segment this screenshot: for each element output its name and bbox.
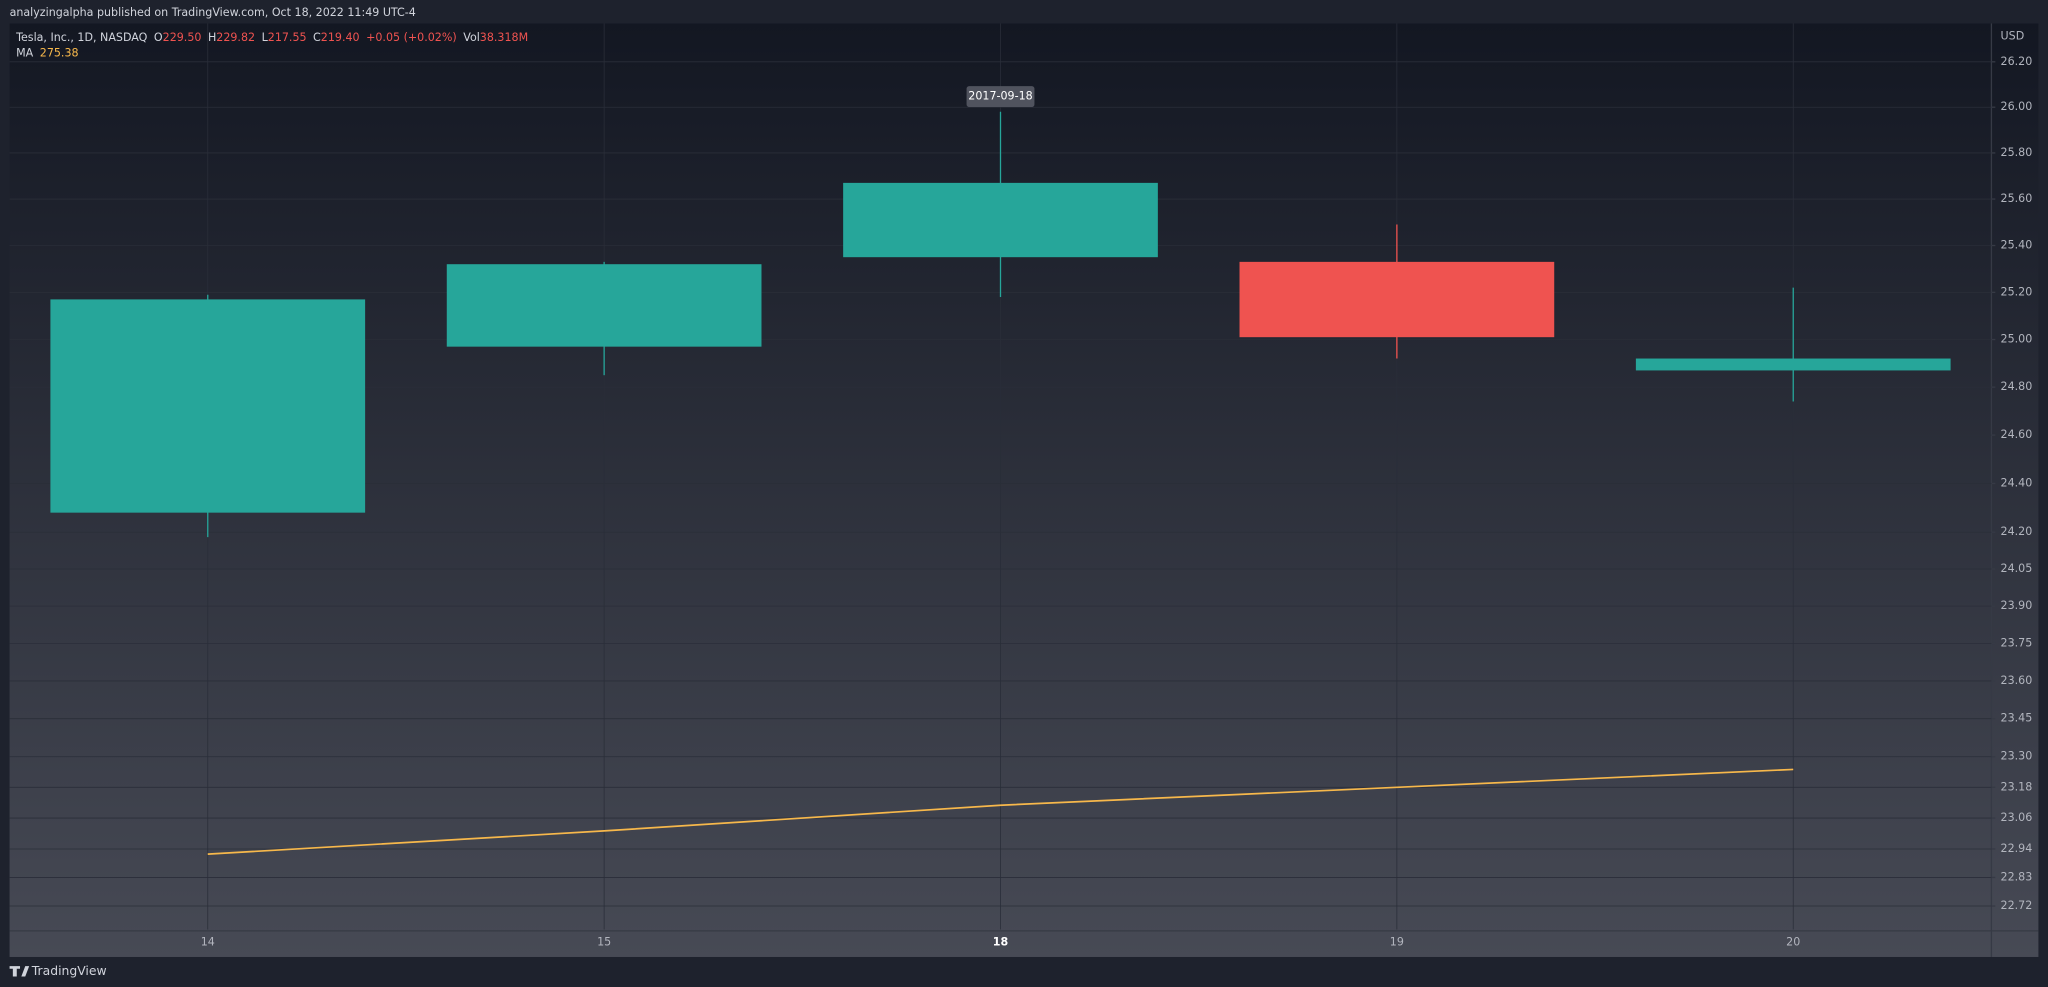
y-tick-label: 23.60: [2001, 674, 2033, 687]
y-tick-label: 24.05: [2001, 562, 2033, 575]
y-tick-label: 24.40: [2001, 476, 2033, 489]
y-tick-label: 22.94: [2001, 842, 2033, 855]
y-tick-label: 23.75: [2001, 636, 2033, 649]
candle-body: [446, 264, 762, 347]
x-tick-label: 14: [201, 936, 215, 949]
y-tick-label: 26.20: [2001, 55, 2033, 68]
h-label: H: [208, 31, 216, 44]
h-value: 229.82: [216, 31, 255, 44]
x-tick-label: 18: [993, 936, 1009, 949]
y-tick-label: 23.30: [2001, 750, 2033, 763]
candle-body: [1239, 261, 1555, 338]
ma-label: MA: [16, 47, 34, 60]
y-tick-label: 23.18: [2001, 780, 2033, 793]
ma-line: [207, 768, 1794, 855]
logo-mark: [9, 966, 30, 977]
change: +0.05 (+0.02%): [366, 31, 457, 44]
candle-body: [843, 182, 1158, 258]
plot: [50, 111, 1951, 855]
l-label: L: [262, 31, 269, 44]
x-tick-label: 15: [597, 936, 611, 949]
y-tick-label: 22.72: [2001, 899, 2033, 912]
c-label: C: [313, 31, 321, 44]
y-tick-label: 26.00: [2001, 100, 2033, 113]
crosshair-label-box: [966, 86, 1035, 108]
y-tick-label: 25.20: [2001, 285, 2033, 298]
ma-value: 275.38: [40, 47, 79, 60]
x-tick-label: 19: [1390, 936, 1404, 949]
ma-legend: MA 275.38: [16, 47, 78, 60]
currency: USD: [2001, 30, 2025, 43]
footer-brand: TradingView: [31, 963, 107, 978]
symbol: Tesla, Inc., 1D, NASDAQ: [15, 31, 148, 44]
y-tick-label: 23.90: [2001, 599, 2033, 612]
vol-value: 38.318M: [480, 31, 528, 44]
y-tick-label: 25.80: [2001, 146, 2033, 159]
vol-label: Vol: [463, 31, 480, 44]
y-tick-label: 25.00: [2001, 333, 2033, 346]
legend-line: Tesla, Inc., 1D, NASDAQ O229.50 H229.82 L21…: [15, 31, 528, 44]
published-line: analyzingalpha published on TradingView.…: [10, 6, 416, 19]
y-tick-label: 23.06: [2001, 811, 2033, 824]
y-tick-label: 23.45: [2001, 712, 2033, 725]
candle-body: [1635, 358, 1951, 371]
o-label: O: [154, 31, 163, 44]
x-tick-label: 20: [1786, 936, 1800, 949]
y-tick-label: 25.40: [2001, 239, 2033, 252]
l-value: 217.55: [268, 31, 307, 44]
footer-logo: [9, 966, 30, 977]
c-value: 219.40: [321, 31, 360, 44]
y-tick-label: 24.80: [2001, 380, 2033, 393]
y-tick-label: 22.83: [2001, 870, 2033, 883]
candle-body: [50, 299, 366, 513]
y-tick-label: 24.60: [2001, 428, 2033, 441]
y-tick-label: 25.60: [2001, 192, 2033, 205]
o-value: 229.50: [163, 31, 202, 44]
y-tick-label: 24.20: [2001, 525, 2033, 538]
crosshair-label: 2017-09-18: [968, 90, 1032, 103]
